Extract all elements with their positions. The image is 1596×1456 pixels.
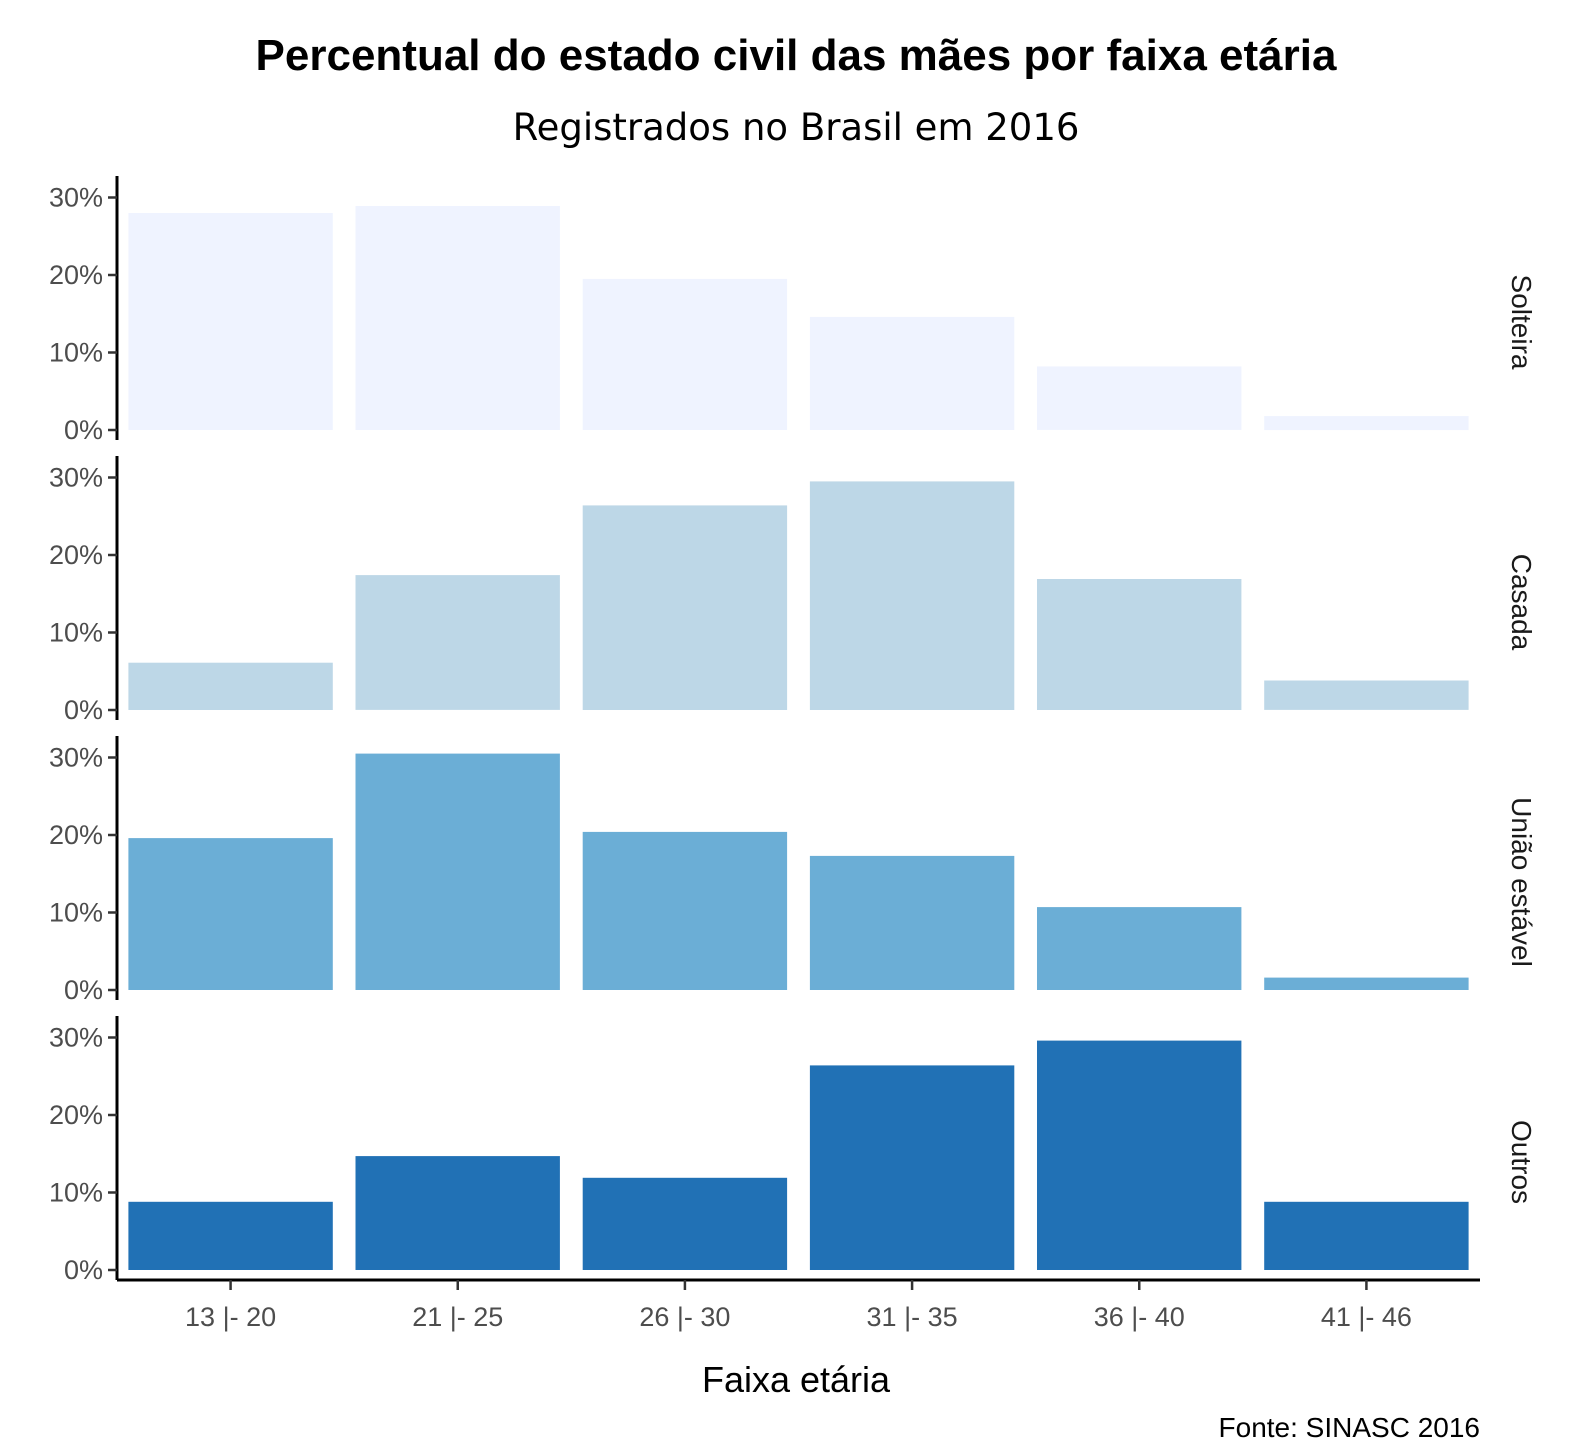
- y-tick-label-casada-10: 10%: [49, 618, 103, 648]
- x-axis-title: Faixa etária: [702, 1359, 891, 1400]
- strip-label-outros: Outros: [1506, 1120, 1537, 1204]
- bar-uniao-estavel-21-25: [355, 753, 560, 990]
- y-tick-label-uniao-estavel-0: 0%: [64, 975, 103, 1005]
- y-tick-label-solteira-0: 0%: [64, 415, 103, 445]
- panel-outros: 0% 10% 20% 30% Outros: [49, 1016, 1537, 1285]
- x-axis: 13 |- 20 21 |- 25 26 |- 30 31 |- 35 36 |- 40…: [117, 1278, 1480, 1332]
- panel-solteira: 0% 10% 20% 30% Solteira: [49, 176, 1537, 445]
- bar-outros-36-40: [1037, 1040, 1242, 1270]
- panel-casada: 0% 10% 20% 30% Casada: [49, 456, 1537, 725]
- bar-solteira-41-46: [1264, 416, 1469, 431]
- chart-subtitle: Registrados no Brasil em 2016: [513, 106, 1080, 149]
- bar-casada-41-46: [1264, 680, 1469, 710]
- bar-outros-31-35: [809, 1065, 1015, 1270]
- y-tick-label-uniao-estavel-20: 20%: [49, 820, 103, 850]
- chart-title: Percentual do estado civil das mães por …: [256, 31, 1337, 80]
- bar-casada-36-40: [1037, 579, 1242, 710]
- y-tick-label-uniao-estavel-10: 10%: [49, 898, 103, 928]
- bar-casada-26-30: [582, 505, 788, 710]
- bar-uniao-estavel-41-46: [1264, 977, 1469, 990]
- bar-uniao-estavel-26-30: [582, 831, 788, 990]
- y-tick-label-casada-20: 20%: [49, 540, 103, 570]
- x-tick-label-41-46: 41 |- 46: [1321, 1302, 1412, 1332]
- bar-uniao-estavel-13-20: [128, 838, 333, 990]
- bar-solteira-13-20: [128, 213, 333, 430]
- x-tick-label-26-30: 26 |- 30: [639, 1302, 730, 1332]
- strip-label-solteira: Solteira: [1506, 275, 1537, 370]
- bar-outros-21-25: [355, 1156, 560, 1270]
- x-tick-label-36-40: 36 |- 40: [1094, 1302, 1185, 1332]
- y-tick-label-casada-0: 0%: [64, 695, 103, 725]
- x-tick-label-21-25: 21 |- 25: [412, 1302, 503, 1332]
- facet-panels: 0% 10% 20% 30% Solteira 0% 10% 20% 30% Casada 0% 10…: [49, 176, 1537, 1285]
- y-tick-label-solteira-10: 10%: [49, 338, 103, 368]
- y-tick-label-solteira-20: 20%: [49, 260, 103, 290]
- bar-outros-26-30: [582, 1177, 788, 1270]
- y-tick-label-casada-30: 30%: [49, 463, 103, 493]
- bar-uniao-estavel-36-40: [1037, 907, 1242, 990]
- bar-solteira-21-25: [355, 206, 560, 430]
- bar-uniao-estavel-31-35: [809, 855, 1015, 990]
- y-tick-label-outros-0: 0%: [64, 1255, 103, 1285]
- y-tick-label-solteira-30: 30%: [49, 183, 103, 213]
- strip-label-uniao-estavel: União estável: [1506, 797, 1537, 967]
- panel-uniao-estavel: 0% 10% 20% 30% União estável: [49, 736, 1537, 1005]
- bar-solteira-26-30: [582, 278, 788, 430]
- bar-solteira-31-35: [809, 316, 1015, 430]
- x-tick-label-31-35: 31 |- 35: [867, 1302, 958, 1332]
- y-tick-label-uniao-estavel-30: 30%: [49, 743, 103, 773]
- y-tick-label-outros-10: 10%: [49, 1178, 103, 1208]
- y-tick-label-outros-30: 30%: [49, 1023, 103, 1053]
- x-tick-label-13-20: 13 |- 20: [185, 1302, 276, 1332]
- bar-casada-21-25: [355, 575, 560, 710]
- bar-casada-31-35: [809, 481, 1015, 710]
- bar-casada-13-20: [128, 662, 333, 710]
- strip-label-casada: Casada: [1506, 554, 1537, 651]
- bar-solteira-36-40: [1037, 366, 1242, 430]
- bar-outros-41-46: [1264, 1201, 1469, 1270]
- caption: Fonte: SINASC 2016: [1219, 1412, 1480, 1443]
- y-tick-label-outros-20: 20%: [49, 1100, 103, 1130]
- bar-outros-13-20: [128, 1201, 333, 1270]
